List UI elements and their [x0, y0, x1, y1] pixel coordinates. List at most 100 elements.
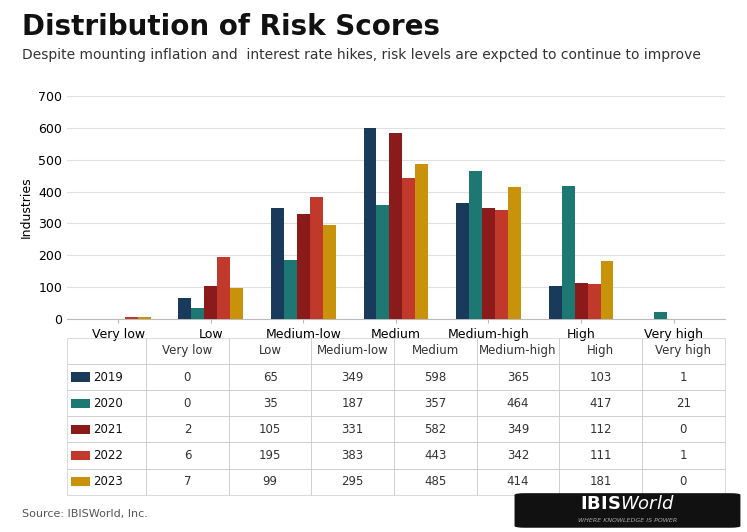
Bar — [394, 364, 477, 390]
Bar — [394, 390, 477, 416]
Bar — [394, 338, 477, 364]
Text: 1: 1 — [680, 371, 687, 384]
Y-axis label: Industries: Industries — [20, 177, 33, 238]
Bar — [67, 416, 146, 443]
Text: 7: 7 — [184, 475, 191, 488]
Text: 2: 2 — [184, 423, 191, 436]
Bar — [560, 443, 642, 469]
Text: 111: 111 — [589, 449, 612, 462]
Text: Low: Low — [258, 344, 282, 358]
Bar — [482, 208, 495, 319]
Bar — [323, 225, 335, 319]
Bar — [229, 390, 311, 416]
Bar — [311, 416, 394, 443]
Text: Source: IBISWorld, Inc.: Source: IBISWorld, Inc. — [22, 509, 149, 519]
Bar — [67, 338, 146, 364]
Bar — [495, 210, 508, 319]
Text: High: High — [587, 344, 614, 358]
Bar — [146, 364, 229, 390]
Bar — [394, 416, 477, 443]
Text: 295: 295 — [341, 475, 364, 488]
Bar — [271, 208, 284, 319]
Bar — [642, 443, 725, 469]
Bar — [297, 213, 310, 319]
Bar — [364, 128, 376, 319]
Text: 349: 349 — [341, 371, 364, 384]
Bar — [508, 187, 521, 319]
Bar — [469, 171, 482, 319]
Text: Medium: Medium — [412, 344, 459, 358]
Text: Medium-low: Medium-low — [317, 344, 388, 358]
Bar — [229, 338, 311, 364]
Bar — [146, 443, 229, 469]
Bar — [70, 425, 90, 434]
Bar — [642, 469, 725, 495]
Text: IBIS$\it{World}$: IBIS$\it{World}$ — [580, 495, 675, 513]
Text: 21: 21 — [676, 397, 691, 410]
Bar — [389, 134, 403, 319]
Bar — [477, 338, 560, 364]
Bar — [654, 312, 667, 319]
Text: 582: 582 — [424, 423, 447, 436]
Bar — [456, 203, 469, 319]
Text: 443: 443 — [424, 449, 447, 462]
Text: 35: 35 — [263, 397, 277, 410]
Bar — [146, 416, 229, 443]
Text: 0: 0 — [680, 423, 687, 436]
Bar — [70, 372, 90, 381]
Text: 65: 65 — [263, 371, 277, 384]
Text: 6: 6 — [184, 449, 191, 462]
Text: 464: 464 — [506, 397, 529, 410]
Bar — [549, 286, 562, 319]
Bar — [560, 390, 642, 416]
Text: 2021: 2021 — [93, 423, 123, 436]
Bar — [179, 298, 191, 319]
FancyBboxPatch shape — [515, 493, 740, 528]
Text: 181: 181 — [589, 475, 612, 488]
Text: 0: 0 — [680, 475, 687, 488]
Bar — [311, 364, 394, 390]
Text: 331: 331 — [341, 423, 364, 436]
Bar — [70, 398, 90, 408]
Text: 342: 342 — [506, 449, 529, 462]
Bar — [477, 364, 560, 390]
Text: Distribution of Risk Scores: Distribution of Risk Scores — [22, 13, 441, 41]
Bar — [146, 338, 229, 364]
Bar — [642, 338, 725, 364]
Text: 187: 187 — [341, 397, 364, 410]
Text: 2023: 2023 — [93, 475, 123, 488]
Bar — [601, 261, 613, 319]
Text: 2019: 2019 — [93, 371, 123, 384]
Bar — [560, 364, 642, 390]
Bar — [415, 164, 428, 319]
Text: 195: 195 — [259, 449, 282, 462]
Bar — [477, 443, 560, 469]
Bar — [574, 284, 588, 319]
Bar — [310, 197, 323, 319]
Bar — [191, 308, 204, 319]
Bar — [217, 257, 230, 319]
Bar — [67, 469, 146, 495]
Text: 0: 0 — [184, 371, 191, 384]
Text: 2022: 2022 — [93, 449, 123, 462]
Bar — [394, 443, 477, 469]
Bar — [562, 186, 574, 319]
Bar — [477, 416, 560, 443]
Bar — [477, 469, 560, 495]
Text: 365: 365 — [507, 371, 529, 384]
Text: 99: 99 — [263, 475, 278, 488]
Text: 383: 383 — [341, 449, 364, 462]
Bar — [560, 416, 642, 443]
Text: 349: 349 — [506, 423, 529, 436]
Bar — [67, 443, 146, 469]
Text: Medium-high: Medium-high — [480, 344, 557, 358]
Bar — [70, 477, 90, 486]
Bar — [204, 286, 217, 319]
Bar — [284, 260, 297, 319]
Text: 1: 1 — [680, 449, 687, 462]
Bar — [376, 205, 389, 319]
Text: 357: 357 — [424, 397, 447, 410]
Bar — [146, 390, 229, 416]
Text: 103: 103 — [589, 371, 612, 384]
Bar — [642, 364, 725, 390]
